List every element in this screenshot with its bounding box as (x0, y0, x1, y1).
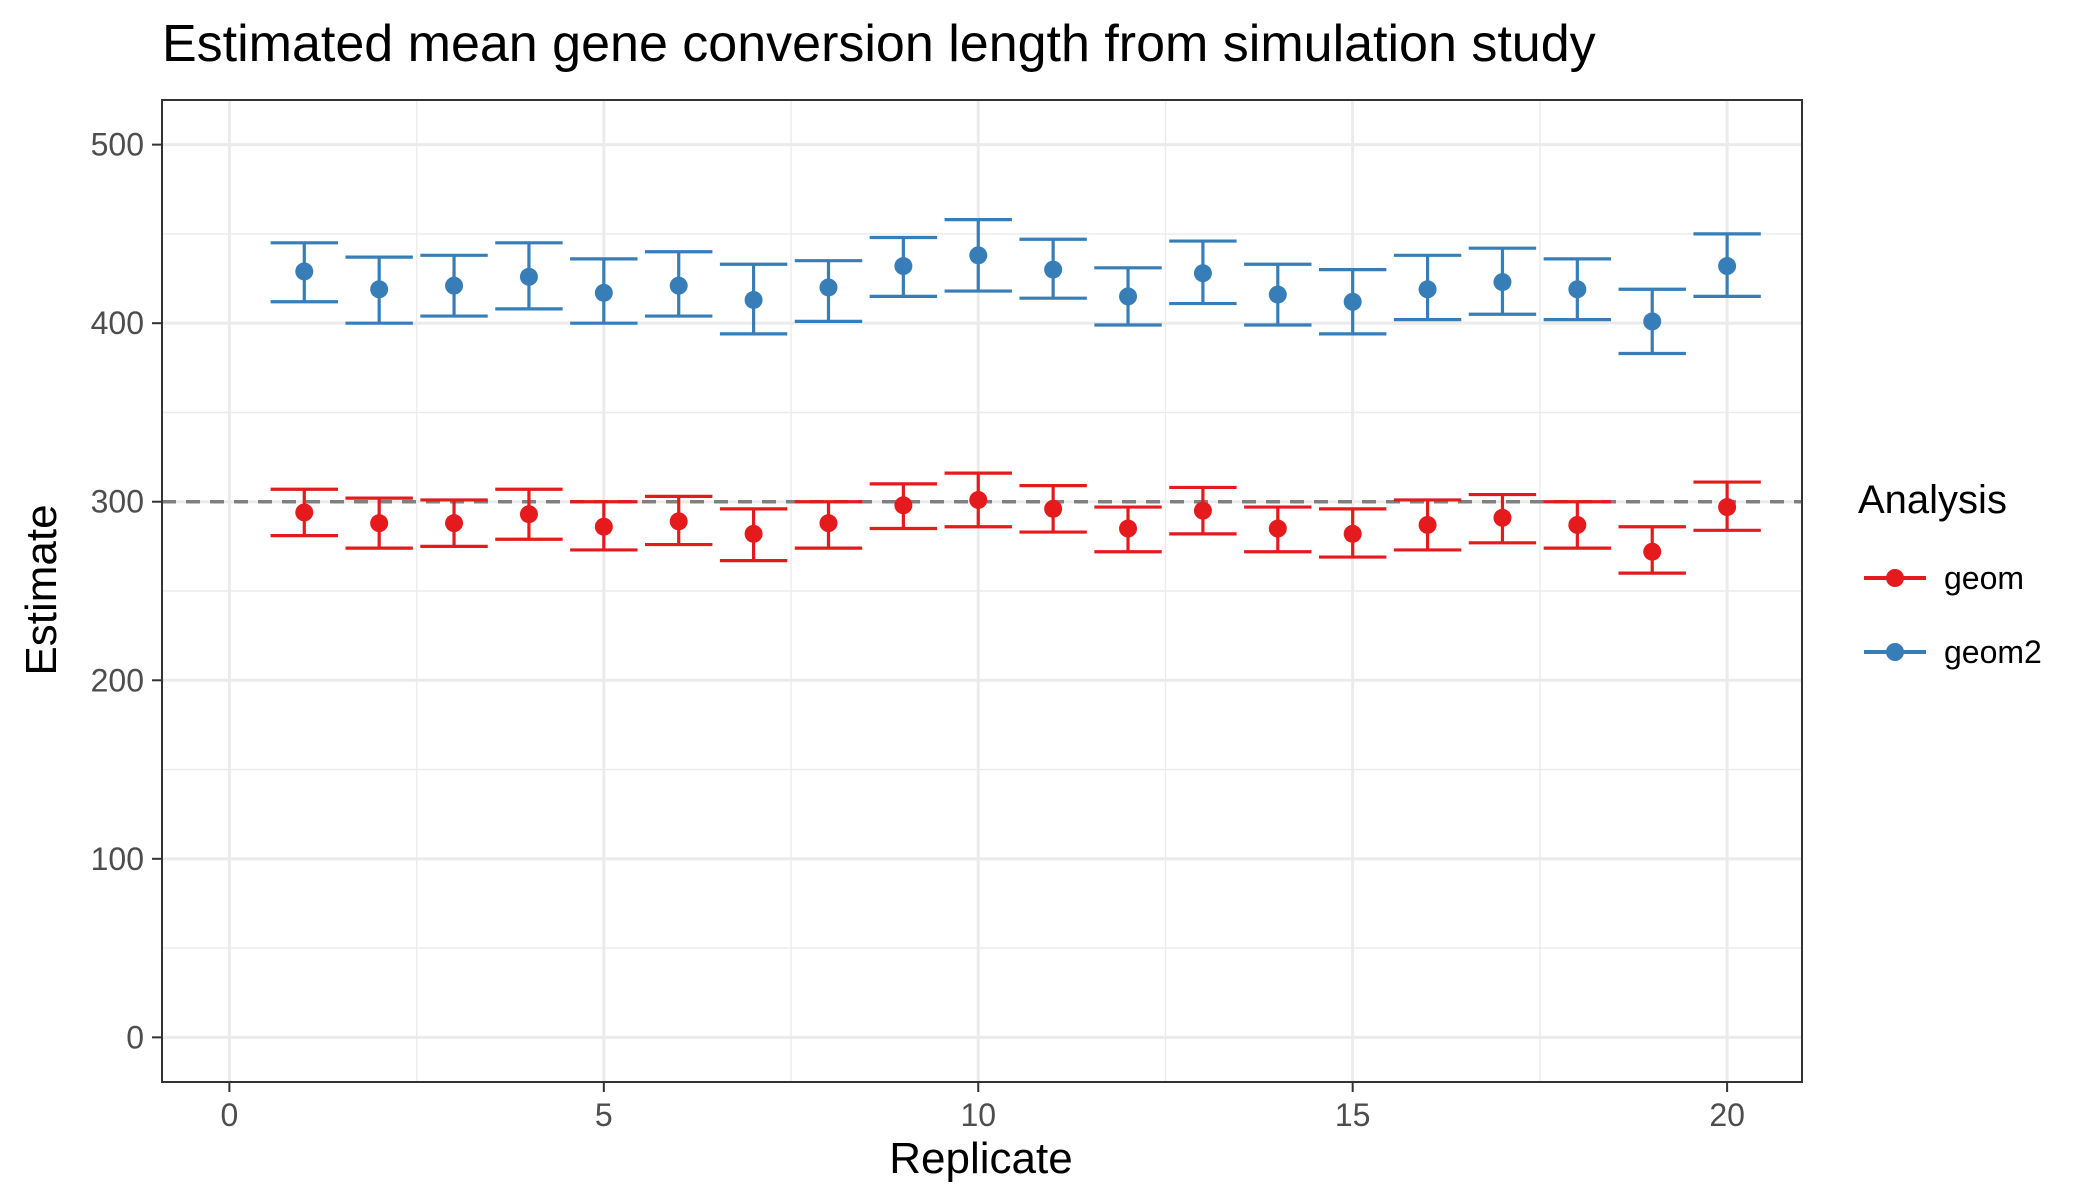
point-geom2 (669, 276, 688, 295)
point-geom (370, 514, 389, 533)
legend-label: geom2 (1944, 633, 2042, 670)
point-geom2 (1343, 292, 1362, 311)
legend-title: Analysis (1858, 478, 2007, 522)
point-geom2 (1119, 287, 1138, 306)
x-tick-label: 5 (595, 1097, 613, 1133)
point-geom (445, 514, 464, 533)
y-tick-label: 200 (91, 662, 144, 698)
panel-border (161, 99, 1803, 1083)
point-geom2 (1718, 257, 1737, 276)
point-geom (744, 524, 763, 543)
y-tick-label: 0 (126, 1019, 144, 1055)
y-tick-label: 500 (91, 127, 144, 163)
point-geom (819, 514, 838, 533)
point-geom2 (1044, 260, 1063, 279)
point-geom2 (744, 290, 763, 309)
point-geom (1418, 515, 1437, 534)
point-geom2 (519, 267, 538, 286)
point-geom (295, 503, 314, 522)
chart-title: Estimated mean gene conversion length fr… (162, 15, 1596, 73)
point-geom (669, 512, 688, 531)
y-axis-label: Estimate (17, 504, 66, 676)
legend-item-geom2: geom2 (1858, 615, 2042, 689)
point-geom2 (445, 276, 464, 295)
point-geom2 (295, 262, 314, 281)
point-geom2 (594, 283, 613, 302)
point-geom2 (1268, 285, 1287, 304)
point-geom (594, 517, 613, 536)
point-geom (1493, 508, 1512, 527)
x-tick-label: 0 (220, 1097, 238, 1133)
point-geom2 (370, 280, 389, 299)
legend-label: geom (1944, 559, 2025, 596)
point-geom (1193, 501, 1212, 520)
point-geom2 (894, 257, 913, 276)
legend-item-geom: geom (1858, 541, 2042, 615)
point-geom (894, 496, 913, 515)
x-tick-label: 15 (1335, 1097, 1371, 1133)
x-axis-label: Replicate (889, 1134, 1073, 1183)
point-geom (1343, 524, 1362, 543)
point-geom2 (1193, 264, 1212, 283)
point-geom2 (969, 246, 988, 265)
point-geom (1119, 519, 1138, 538)
point-geom (969, 490, 988, 509)
point-geom2 (819, 278, 838, 297)
point-geom (1568, 515, 1587, 534)
point-geom (1268, 519, 1287, 538)
point-geom2 (1493, 273, 1512, 292)
x-tick-label: 20 (1709, 1097, 1745, 1133)
legend-key-geom2 (1858, 615, 1932, 689)
point-geom (1718, 498, 1737, 517)
point-geom2 (1568, 280, 1587, 299)
point-geom (519, 505, 538, 524)
x-tick-label: 10 (960, 1097, 996, 1133)
legend: Analysis geom geom2 (1858, 478, 2042, 689)
y-tick-label: 100 (91, 841, 144, 877)
point-geom (1044, 499, 1063, 518)
point-geom2 (1643, 312, 1662, 331)
point-geom (1643, 542, 1662, 561)
y-tick-label: 400 (91, 305, 144, 341)
y-tick-label: 300 (91, 484, 144, 520)
legend-key-geom (1858, 541, 1932, 615)
point-geom2 (1418, 280, 1437, 299)
